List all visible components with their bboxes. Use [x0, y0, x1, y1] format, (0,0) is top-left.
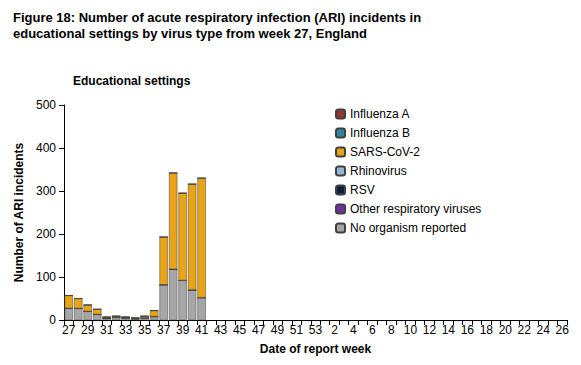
svg-text:100: 100	[36, 270, 56, 284]
svg-text:500: 500	[36, 98, 56, 112]
svg-text:12: 12	[423, 323, 437, 337]
svg-text:No organism reported: No organism reported	[350, 221, 466, 235]
svg-text:Rhinovirus: Rhinovirus	[350, 164, 407, 178]
svg-text:47: 47	[252, 323, 266, 337]
svg-text:Figure 18: Number of acute res: Figure 18: Number of acute respiratory i…	[13, 10, 425, 25]
svg-text:31: 31	[100, 323, 114, 337]
svg-text:51: 51	[290, 323, 304, 337]
svg-text:18: 18	[480, 323, 494, 337]
svg-text:35: 35	[138, 323, 152, 337]
svg-text:43: 43	[214, 323, 228, 337]
svg-text:29: 29	[81, 323, 95, 337]
svg-text:Educational settings: Educational settings	[73, 74, 191, 88]
svg-text:26: 26	[556, 323, 570, 337]
svg-text:49: 49	[271, 323, 285, 337]
svg-text:10: 10	[404, 323, 418, 337]
svg-text:33: 33	[119, 323, 133, 337]
svg-text:14: 14	[442, 323, 456, 337]
svg-text:27: 27	[62, 323, 76, 337]
svg-text:22: 22	[518, 323, 532, 337]
svg-text:400: 400	[36, 141, 56, 155]
svg-text:Influenza A: Influenza A	[350, 107, 409, 121]
svg-text:educational settings by virus: educational settings by virus type from …	[13, 26, 367, 41]
svg-text:0: 0	[49, 313, 56, 327]
svg-text:2: 2	[331, 323, 338, 337]
svg-text:53: 53	[309, 323, 323, 337]
svg-text:Number of ARI incidents: Number of ARI incidents	[12, 142, 26, 282]
svg-text:16: 16	[461, 323, 475, 337]
svg-text:RSV: RSV	[350, 183, 375, 197]
svg-text:Other respiratory viruses: Other respiratory viruses	[350, 202, 481, 216]
svg-text:41: 41	[195, 323, 209, 337]
svg-text:45: 45	[233, 323, 247, 337]
svg-text:37: 37	[157, 323, 171, 337]
svg-text:4: 4	[350, 323, 357, 337]
svg-text:SARS-CoV-2: SARS-CoV-2	[350, 145, 420, 159]
svg-text:24: 24	[537, 323, 551, 337]
svg-text:8: 8	[388, 323, 395, 337]
svg-text:Influenza B: Influenza B	[350, 126, 410, 140]
svg-text:Date of report week: Date of report week	[260, 342, 372, 356]
svg-text:300: 300	[36, 184, 56, 198]
svg-text:200: 200	[36, 227, 56, 241]
svg-text:39: 39	[176, 323, 190, 337]
svg-text:6: 6	[369, 323, 376, 337]
svg-text:20: 20	[499, 323, 513, 337]
